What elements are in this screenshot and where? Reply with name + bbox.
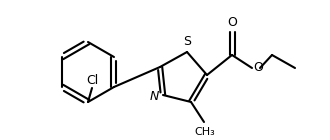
Text: CH₃: CH₃ [195, 127, 215, 137]
Text: S: S [183, 35, 191, 48]
Text: Cl: Cl [86, 74, 98, 87]
Text: N: N [149, 89, 159, 102]
Text: O: O [253, 60, 263, 74]
Text: O: O [227, 16, 237, 29]
